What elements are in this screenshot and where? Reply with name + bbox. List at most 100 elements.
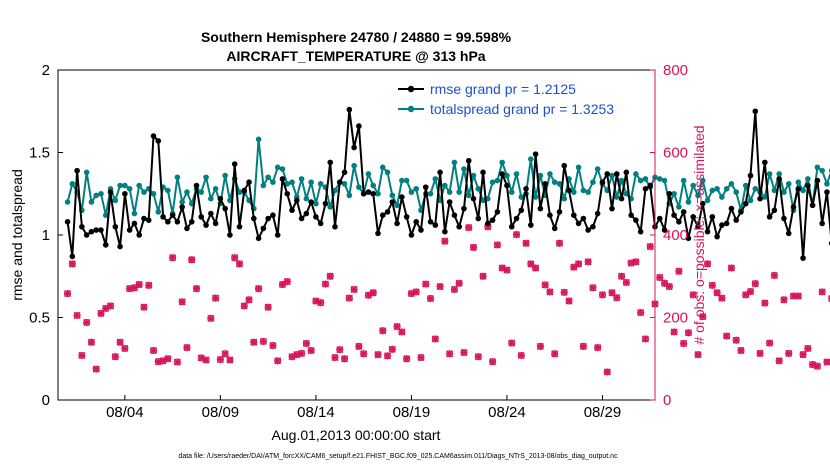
rmse-point xyxy=(432,222,439,228)
totalspread-point xyxy=(83,169,90,176)
obs-assimilated-point xyxy=(259,337,267,345)
totalspread-point xyxy=(313,200,319,207)
rmse-point xyxy=(547,212,553,218)
totalspread-point xyxy=(442,182,448,189)
totalspread-point xyxy=(384,169,391,176)
rmse-point xyxy=(222,205,228,212)
totalspread-point xyxy=(184,189,190,195)
obs-assimilated-point xyxy=(145,281,153,289)
y-tick-label-left: 0 xyxy=(42,392,50,409)
obs-assimilated-point xyxy=(169,254,177,262)
obs-assimilated-point xyxy=(426,294,435,303)
obs-assimilated-point xyxy=(245,296,253,304)
rmse-point xyxy=(332,223,338,230)
obs-assimilated-point xyxy=(818,288,826,296)
obs-assimilated-point xyxy=(183,344,191,352)
totalspread-point xyxy=(179,199,185,205)
rmse-point xyxy=(437,169,443,176)
rmse-point xyxy=(532,151,539,157)
totalspread-point xyxy=(556,181,563,187)
rmse-point xyxy=(251,215,257,222)
totalspread-point xyxy=(671,190,677,197)
obs-assimilated-point xyxy=(670,328,678,336)
rmse-point xyxy=(98,227,104,233)
obs-assimilated-point xyxy=(742,291,750,299)
totalspread-point xyxy=(609,172,615,179)
obs-assimilated-point xyxy=(317,299,325,307)
obs-assimilated-point xyxy=(403,355,411,363)
totalspread-point xyxy=(375,190,381,197)
rmse-point xyxy=(556,209,563,215)
obs-assimilated-point xyxy=(288,353,296,361)
obs-assimilated-point xyxy=(646,242,654,251)
totalspread-point xyxy=(776,171,782,177)
obs-assimilated-point xyxy=(212,294,220,302)
totalspread-point xyxy=(298,176,305,182)
rmse-point xyxy=(666,190,673,197)
obs-assimilated-point xyxy=(665,282,673,291)
obs-assimilated-point xyxy=(436,282,444,291)
totalspread-point xyxy=(413,186,420,192)
obs-assimilated-point xyxy=(813,362,821,370)
obs-assimilated-point xyxy=(135,280,143,289)
totalspread-point xyxy=(356,184,362,190)
obs-assimilated-point xyxy=(331,353,339,362)
obs-assimilated-point xyxy=(622,278,630,287)
totalspread-point xyxy=(141,189,147,195)
obs-assimilated-point xyxy=(627,259,635,267)
totalspread-point xyxy=(470,172,477,179)
totalspread-point xyxy=(332,187,338,194)
totalspread-point xyxy=(551,179,558,185)
obs-assimilated-point xyxy=(632,258,640,266)
rmse-point xyxy=(613,171,620,177)
totalspread-point xyxy=(699,177,706,184)
totalspread-point xyxy=(752,186,759,192)
rmse-point xyxy=(809,202,816,209)
obs-assimilated-point xyxy=(63,290,72,298)
rmse-point xyxy=(169,212,176,218)
rmse-point xyxy=(270,212,276,218)
rmse-point xyxy=(704,228,711,235)
totalspread-point xyxy=(64,199,71,205)
totalspread-point xyxy=(122,182,128,189)
totalspread-point xyxy=(723,186,730,192)
obs-assimilated-point xyxy=(699,313,707,321)
rmse-point xyxy=(141,215,147,222)
obs-assimilated-point xyxy=(618,272,626,280)
rmse-point xyxy=(738,209,744,215)
obs-assimilated-point xyxy=(446,350,454,358)
obs-assimilated-point xyxy=(345,294,353,302)
obs-assimilated-point xyxy=(255,285,263,293)
totalspread-point xyxy=(365,171,372,177)
y-tick-label-right: 800 xyxy=(663,62,688,79)
totalspread-point xyxy=(642,176,649,182)
obs-assimilated-point xyxy=(412,288,420,296)
obs-assimilated-point xyxy=(450,285,458,294)
rmse-point xyxy=(174,219,181,225)
chart-title-line2: AIRCRAFT_TEMPERATURE @ 313 hPa xyxy=(226,48,485,64)
rmse-point xyxy=(217,195,224,202)
totalspread-point xyxy=(814,164,821,171)
rmse-point xyxy=(193,182,200,189)
totalspread-point xyxy=(733,189,739,195)
obs-assimilated-point xyxy=(269,341,277,350)
rmse-point xyxy=(389,199,396,205)
totalspread-point xyxy=(341,181,348,187)
totalspread-point xyxy=(93,192,100,199)
obs-assimilated-point xyxy=(207,314,215,322)
rmse-point xyxy=(499,171,505,177)
x-tick-label: 08/29 xyxy=(584,404,622,421)
obs-assimilated-point xyxy=(575,260,583,268)
rmse-point xyxy=(623,169,630,176)
totalspread-point xyxy=(637,177,644,184)
obs-assimilated-point xyxy=(546,288,554,296)
rmse-point xyxy=(327,159,334,166)
totalspread-point xyxy=(461,166,467,172)
rmse-point xyxy=(819,220,825,227)
totalspread-point xyxy=(781,189,787,195)
rmse-point xyxy=(762,159,768,166)
obs-assimilated-point xyxy=(503,266,511,274)
rmse-point xyxy=(246,179,252,185)
rmse-point xyxy=(117,243,123,250)
obs-assimilated-point xyxy=(727,264,735,272)
